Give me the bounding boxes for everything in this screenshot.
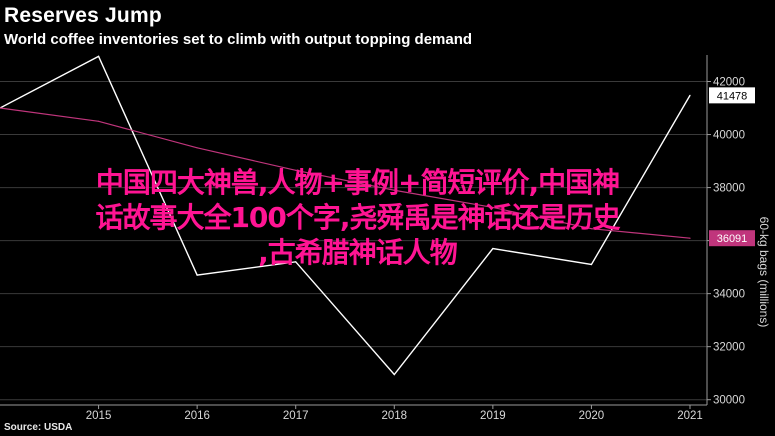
chart-title: Reserves Jump: [4, 4, 162, 27]
y-tick-label: 32000: [713, 342, 745, 354]
value-tag-bg: [709, 87, 755, 104]
x-tick-label: 2021: [677, 410, 703, 422]
data-point: [393, 373, 395, 376]
y-tick-label: 40000: [713, 130, 745, 142]
y-tick-label: 42000: [713, 77, 745, 89]
y-tick-label: 38000: [713, 183, 745, 195]
x-tick-label: 2015: [86, 410, 112, 422]
y-tick-label: 34000: [713, 289, 745, 301]
data-point: [492, 206, 494, 209]
data-point: [0, 107, 1, 109]
value-tag-label: 41478: [717, 90, 748, 102]
data-point: [97, 55, 100, 57]
data-point: [196, 147, 198, 149]
series-line-1: [0, 55, 691, 376]
x-tick-label: 2018: [381, 410, 407, 422]
data-point: [97, 120, 100, 122]
x-tick-label: 2016: [184, 410, 210, 422]
data-point: [196, 274, 198, 276]
value-tag-bg: [709, 230, 755, 247]
grid-lines: [0, 81, 707, 401]
series-lines: [0, 55, 691, 376]
x-tick-label: 2020: [579, 410, 605, 422]
data-point: [689, 94, 691, 96]
y-axis-label: 60-kg bags (millions): [757, 217, 771, 328]
x-tick-label: 2017: [283, 410, 309, 422]
x-tick-label: 2019: [480, 410, 506, 422]
data-point: [590, 228, 593, 230]
value-tags: 41478 36091: [709, 87, 755, 247]
series-line-2: [0, 107, 691, 239]
data-point: [295, 169, 297, 171]
overlay-line-1: 中国四大神兽,人物+事例+简短评价,中国神: [95, 166, 620, 199]
source-note: Source: USDA: [4, 422, 73, 433]
value-tag-label: 36091: [717, 233, 748, 245]
y-tick-label: 30000: [713, 395, 745, 407]
data-point: [393, 189, 395, 191]
data-point: [689, 237, 691, 239]
data-point: [590, 263, 593, 266]
overlay-line-2: 话故事大全100个字,尧舜禹是神话还是历史: [95, 201, 620, 234]
chart-subtitle: World coffee inventories set to climb wi…: [4, 31, 473, 48]
overlay-text: 中国四大神兽,人物+事例+简短评价,中国神 话故事大全100个字,尧舜禹是神话还…: [0, 165, 715, 270]
overlay-line-3: ,古希腊神话人物: [258, 236, 458, 269]
data-point: [492, 247, 494, 250]
data-point: [295, 261, 297, 263]
